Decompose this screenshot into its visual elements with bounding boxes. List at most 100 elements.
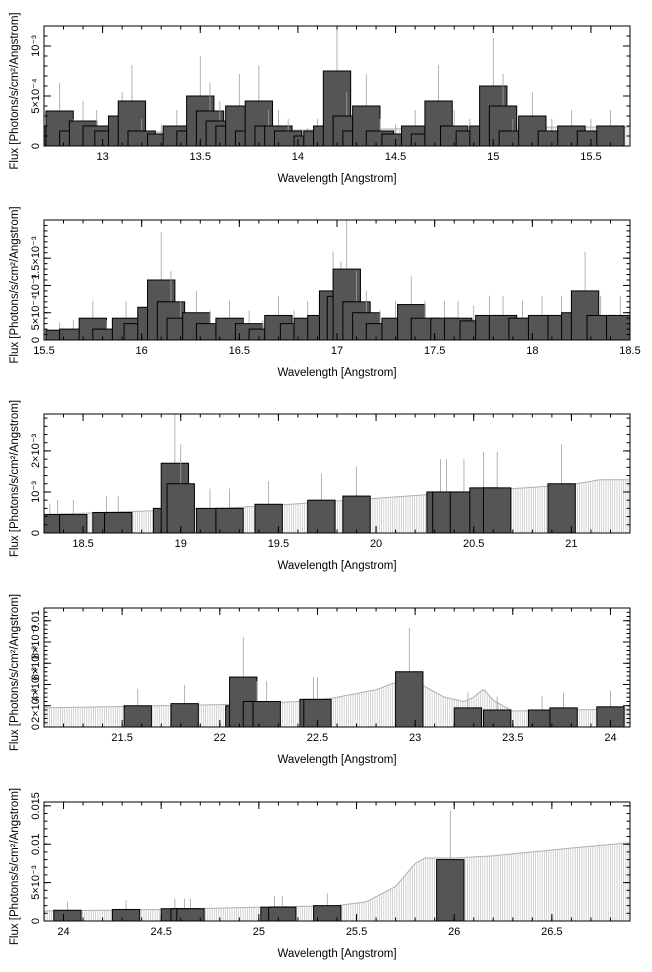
x-tick-label: 24 [604,732,616,744]
model-line [44,479,629,515]
y-tick-label: 10⁻³ [30,481,42,503]
y-axis: 0 5×10⁻⁴ 10⁻³ [30,35,630,149]
x-tick-label: 20 [370,538,382,550]
plot-area [44,220,630,340]
data-bin [252,701,281,727]
x-tick-label: 16 [136,345,148,357]
y-axis-title: Flux [Photons/s/cm²/Angstrom] [9,12,21,169]
x-axis-title: Wavelength [Angstrom] [277,560,396,572]
x-tick-label: 17.5 [424,345,445,357]
data-bin [53,909,82,921]
y-tick-label: 10⁻³ [30,274,42,296]
data-series [44,26,625,146]
panel-1: 13 13.5 14 14.5 15 15.5 0 5×10⁻⁴ 10⁻³ Wavelength … [9,12,631,185]
y-axis-title: Flux [Photons/s/cm²/Angstrom] [9,206,21,363]
x-tick-label: 13 [96,151,108,163]
data-bin [395,671,424,727]
data-bin [606,314,630,340]
y-tick-label: 0 [30,143,42,149]
y-tick-label: 0.01 [30,834,42,855]
panel-2: 15.5 16 16.5 17 17.5 18 18.5 0 5×10⁻⁴10⁻³1.5×10⁻… [9,206,641,379]
data-bin [342,495,371,533]
plot-area [44,627,629,727]
y-axis: 0 5×10⁻³ 0.01 0.015 [30,792,630,924]
data-bin [596,125,625,146]
x-axis: 18.5 19 19.5 20 20.5 21 [63,414,611,550]
data-bin [123,705,152,727]
x-axis: 13 13.5 14 14.5 15 15.5 [63,26,631,163]
x-tick-label: 19 [175,538,187,550]
x-tick-label: 15.5 [580,151,601,163]
model-error-bars [44,479,629,533]
data-series [53,810,465,921]
y-tick-label: 6×10⁻³ [30,646,42,681]
data-bin [453,707,483,727]
x-axis-title: Wavelength [Angstrom] [277,173,396,185]
data-bin [111,908,141,921]
data-bin [104,511,133,533]
x-tick-label: 16.5 [229,345,250,357]
x-tick-label: 17 [331,345,343,357]
data-bin [59,514,88,533]
data-bin [547,483,576,533]
y-tick-label: 8×10⁻³ [30,625,42,660]
x-tick-label: 15.5 [33,345,54,357]
y-tick-label: 0 [30,724,42,730]
y-axis: 0 5×10⁻⁴10⁻³1.5×10⁻³ [30,224,630,343]
y-axis: 02×10⁻³4×10⁻³6×10⁻³8×10⁻³0.01 [30,610,630,730]
data-bin [596,706,625,727]
x-tick-label: 14.5 [385,151,406,163]
x-tick-label: 26 [448,926,460,938]
x-axis-title: Wavelength [Angstrom] [277,367,396,379]
data-bin [268,906,297,921]
x-axis: 24 24.5 25 25.5 26 26.5 [57,802,611,938]
data-series [123,627,625,727]
x-tick-label: 15 [487,151,499,163]
x-axis: 15.5 16 16.5 17 17.5 18 18.5 [33,220,641,357]
x-tick-label: 25 [253,926,265,938]
data-bin [307,499,336,533]
y-tick-label: 0.01 [30,610,42,631]
y-axis: 0 10⁻³ 2×10⁻³ [30,417,630,536]
data-series [44,414,576,533]
x-tick-label: 18.5 [72,538,93,550]
y-tick-label: 5×10⁻⁴ [30,295,42,331]
y-tick-label: 1.5×10⁻³ [30,236,42,280]
x-tick-label: 26.5 [541,926,562,938]
x-tick-label: 18 [526,345,538,357]
panel-5: 24 24.5 25 25.5 26 26.5 0 5×10⁻³ 0.01 0.015 Wavele… [9,788,631,960]
y-tick-label: 4×10⁻³ [30,667,42,702]
x-tick-label: 24 [57,926,69,938]
y-axis-title: Flux [Photons/s/cm²/Angstrom] [9,400,21,557]
x-tick-label: 24.5 [150,926,171,938]
x-tick-label: 21 [565,538,577,550]
x-tick-label: 23.5 [502,732,523,744]
y-tick-label: 5×10⁻⁴ [30,78,42,114]
data-bin [483,709,512,727]
data-bin [483,487,512,533]
x-axis-title: Wavelength [Angstrom] [277,948,396,960]
plot-area [44,810,630,921]
panel-4: 21.5 22 22.5 23 23.5 24 02×10⁻³4×10⁻³6×10⁻³8×1… [9,594,631,766]
data-bin [549,707,578,727]
x-tick-label: 13.5 [190,151,211,163]
data-bin [436,859,465,921]
x-tick-label: 25.5 [346,926,367,938]
data-bin [170,703,199,727]
x-tick-label: 20.5 [463,538,484,550]
y-tick-label: 0 [30,530,42,536]
x-tick-label: 23 [409,732,421,744]
x-tick-label: 22 [214,732,226,744]
y-tick-label: 2×10⁻³ [30,688,42,723]
y-tick-label: 10⁻³ [30,35,42,57]
y-axis-title: Flux [Photons/s/cm²/Angstrom] [9,594,21,751]
panel-3: 18.5 19 19.5 20 20.5 21 0 10⁻³ 2×10⁻³ Wavelength … [9,400,631,572]
y-axis-title: Flux [Photons/s/cm²/Angstrom] [9,788,21,945]
x-tick-label: 19.5 [268,538,289,550]
x-tick-label: 21.5 [111,732,132,744]
x-axis-title: Wavelength [Angstrom] [277,754,396,766]
data-bin [215,507,244,533]
y-tick-label: 0.015 [30,792,42,820]
